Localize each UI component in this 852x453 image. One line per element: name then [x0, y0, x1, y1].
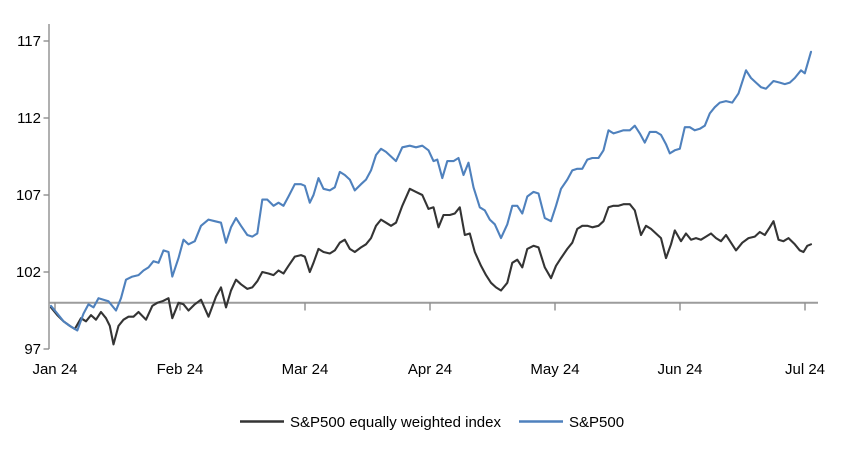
y-tick-label: 117: [17, 33, 41, 50]
series-line-sp500: [49, 50, 813, 332]
x-tick-label: Mar 24: [282, 361, 329, 378]
y-tick-label: 102: [16, 264, 41, 281]
legend: S&P500 equally weighted index S&P500: [240, 414, 624, 431]
tick-marks: [43, 40, 806, 350]
legend-item-sp500: S&P500: [519, 414, 624, 431]
legend-label-equal-weight: S&P500 equally weighted index: [290, 414, 501, 431]
legend-label-sp500: S&P500: [569, 414, 624, 431]
series-line-sp500-equal-weight: [49, 187, 813, 346]
y-tick-label: 97: [24, 341, 41, 358]
series-lines: [49, 50, 813, 346]
y-tick-label: 107: [16, 187, 41, 204]
legend-item-equal-weight: S&P500 equally weighted index: [240, 414, 501, 431]
x-tick-label: Feb 24: [157, 361, 204, 378]
x-tick-label: May 24: [530, 361, 579, 378]
x-tick-label: Jun 24: [657, 361, 702, 378]
x-tick-label: Jan 24: [32, 361, 77, 378]
x-tick-label: Jul 24: [785, 361, 825, 378]
y-tick-label: 112: [17, 110, 41, 127]
x-tick-label: Apr 24: [408, 361, 452, 378]
